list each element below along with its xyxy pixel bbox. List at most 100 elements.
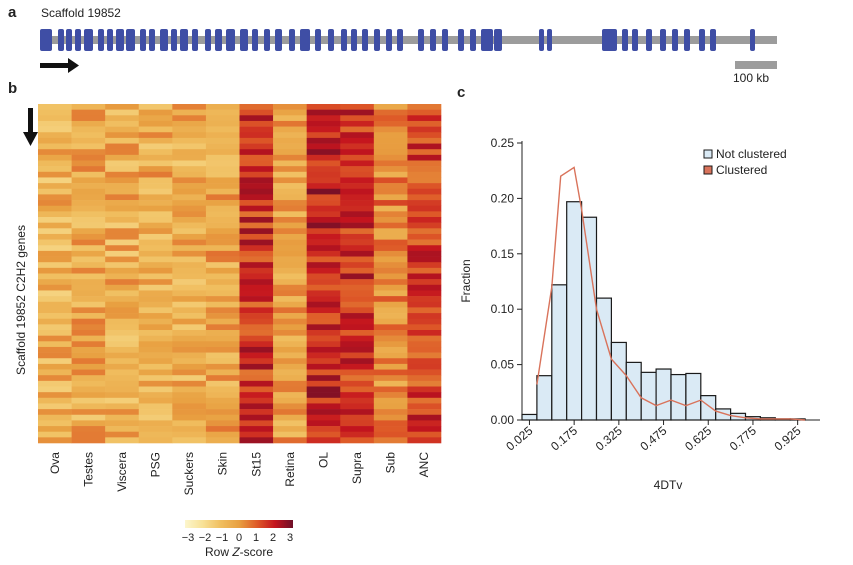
heatmap-cell [239, 166, 274, 173]
heatmap-cell [205, 115, 240, 122]
heatmap-cell [38, 188, 72, 195]
gene-block [646, 29, 652, 51]
heatmap-cell [306, 330, 341, 336]
heatmap-cell [38, 426, 72, 432]
heatmap-cell [38, 403, 72, 410]
heatmap-cell [340, 284, 375, 291]
heatmap-cell [205, 233, 240, 240]
heatmap-cell [273, 120, 307, 127]
tissue-label: PSG [149, 452, 163, 477]
y-tick-label: 0.00 [491, 413, 515, 427]
heatmap-cell [239, 301, 274, 308]
heatmap-cell [239, 154, 274, 161]
heatmap-cell [373, 414, 408, 421]
heatmap-cell [71, 380, 106, 387]
heatmap-cell [105, 363, 140, 370]
heatmap-cell [205, 375, 240, 382]
colorbar: −3 −2 −1 0 1 2 3 Row Z-score [182, 520, 293, 559]
heatmap-cell [407, 267, 442, 274]
gene-block [442, 29, 448, 51]
heatmap-cell [306, 273, 341, 280]
heatmap-cell [38, 324, 72, 331]
heatmap-cell [172, 330, 207, 336]
heatmap-cell [340, 414, 375, 421]
heatmap-cell [407, 313, 442, 319]
heatmap-cell [138, 211, 173, 218]
heatmap-cell [340, 403, 375, 410]
heatmap-cell [205, 392, 240, 399]
row-order-arrow [23, 108, 38, 146]
heatmap-cell [205, 431, 240, 438]
heatmap-cell [340, 149, 375, 156]
heatmap-cell [239, 307, 274, 314]
heatmap-cell [306, 160, 341, 167]
heatmap-cell [138, 228, 173, 235]
heatmap-cell [273, 273, 307, 280]
heatmap-cell [38, 313, 72, 319]
heatmap-cell [306, 375, 341, 382]
heatmap-cell [105, 228, 140, 235]
heatmap-cell [138, 330, 173, 336]
heatmap-cell [373, 420, 408, 427]
heatmap-cell [172, 409, 207, 416]
gene-block [430, 29, 436, 51]
heatmap-cell [306, 313, 341, 319]
heatmap-cell [71, 290, 106, 297]
heatmap-cell [71, 279, 106, 286]
heatmap-cell [172, 392, 207, 399]
heatmap-cell [306, 420, 341, 427]
heatmap-cell [306, 228, 341, 235]
heatmap-cell [407, 363, 442, 370]
heatmap-cell [71, 262, 106, 269]
heatmap-cell [306, 301, 341, 308]
heatmap-cell [273, 132, 307, 139]
heatmap-cell [172, 183, 207, 190]
heatmap-cell [407, 330, 442, 336]
heatmap-cell [373, 194, 408, 201]
heatmap-cell [306, 267, 341, 274]
heatmap-cell [105, 431, 140, 438]
heatmap-cell [407, 346, 442, 353]
heatmap-cell [273, 143, 307, 150]
gene-block [240, 29, 248, 51]
heatmap-cell [138, 137, 173, 144]
histogram-bar [625, 361, 642, 421]
heatmap-cell [306, 211, 341, 218]
heatmap-cell [373, 143, 408, 150]
heatmap-cell [373, 233, 408, 240]
heatmap-cell [205, 273, 240, 280]
heatmap-cell [239, 245, 274, 252]
heatmap-cell [239, 205, 274, 212]
heatmap-cell [138, 256, 173, 263]
heatmap-cell [138, 352, 173, 359]
heatmap-cell [273, 431, 307, 438]
heatmap-cell [105, 392, 140, 399]
heatmap-cell [340, 409, 375, 416]
heatmap-cell [239, 437, 274, 444]
colorbar-tick-label: −1 [216, 532, 229, 544]
heatmap-cell [407, 335, 442, 342]
heatmap-cell [340, 335, 375, 342]
heatmap-cell [71, 267, 106, 274]
heatmap-cell [38, 171, 72, 178]
heatmap-cell [138, 318, 173, 325]
heatmap-cell [239, 403, 274, 410]
heatmap-cell [71, 211, 106, 218]
heatmap-cell [239, 318, 274, 325]
heatmap-cell [407, 386, 442, 393]
histogram-bar [521, 413, 538, 421]
scaffold-line [40, 36, 777, 44]
heatmap-cell [239, 104, 274, 110]
heatmap-cell [205, 262, 240, 269]
heatmap-cell [340, 120, 375, 127]
histogram-bar [670, 373, 687, 421]
heatmap-cell [205, 154, 240, 161]
heatmap-cell [239, 397, 274, 404]
heatmap-cell [373, 307, 408, 314]
heatmap-cell [407, 205, 442, 212]
heatmap-cell [138, 409, 173, 416]
heatmap-cell [306, 392, 341, 399]
heatmap-cell [38, 109, 72, 116]
histogram-bar [640, 371, 657, 421]
heatmap-cell [373, 341, 408, 348]
